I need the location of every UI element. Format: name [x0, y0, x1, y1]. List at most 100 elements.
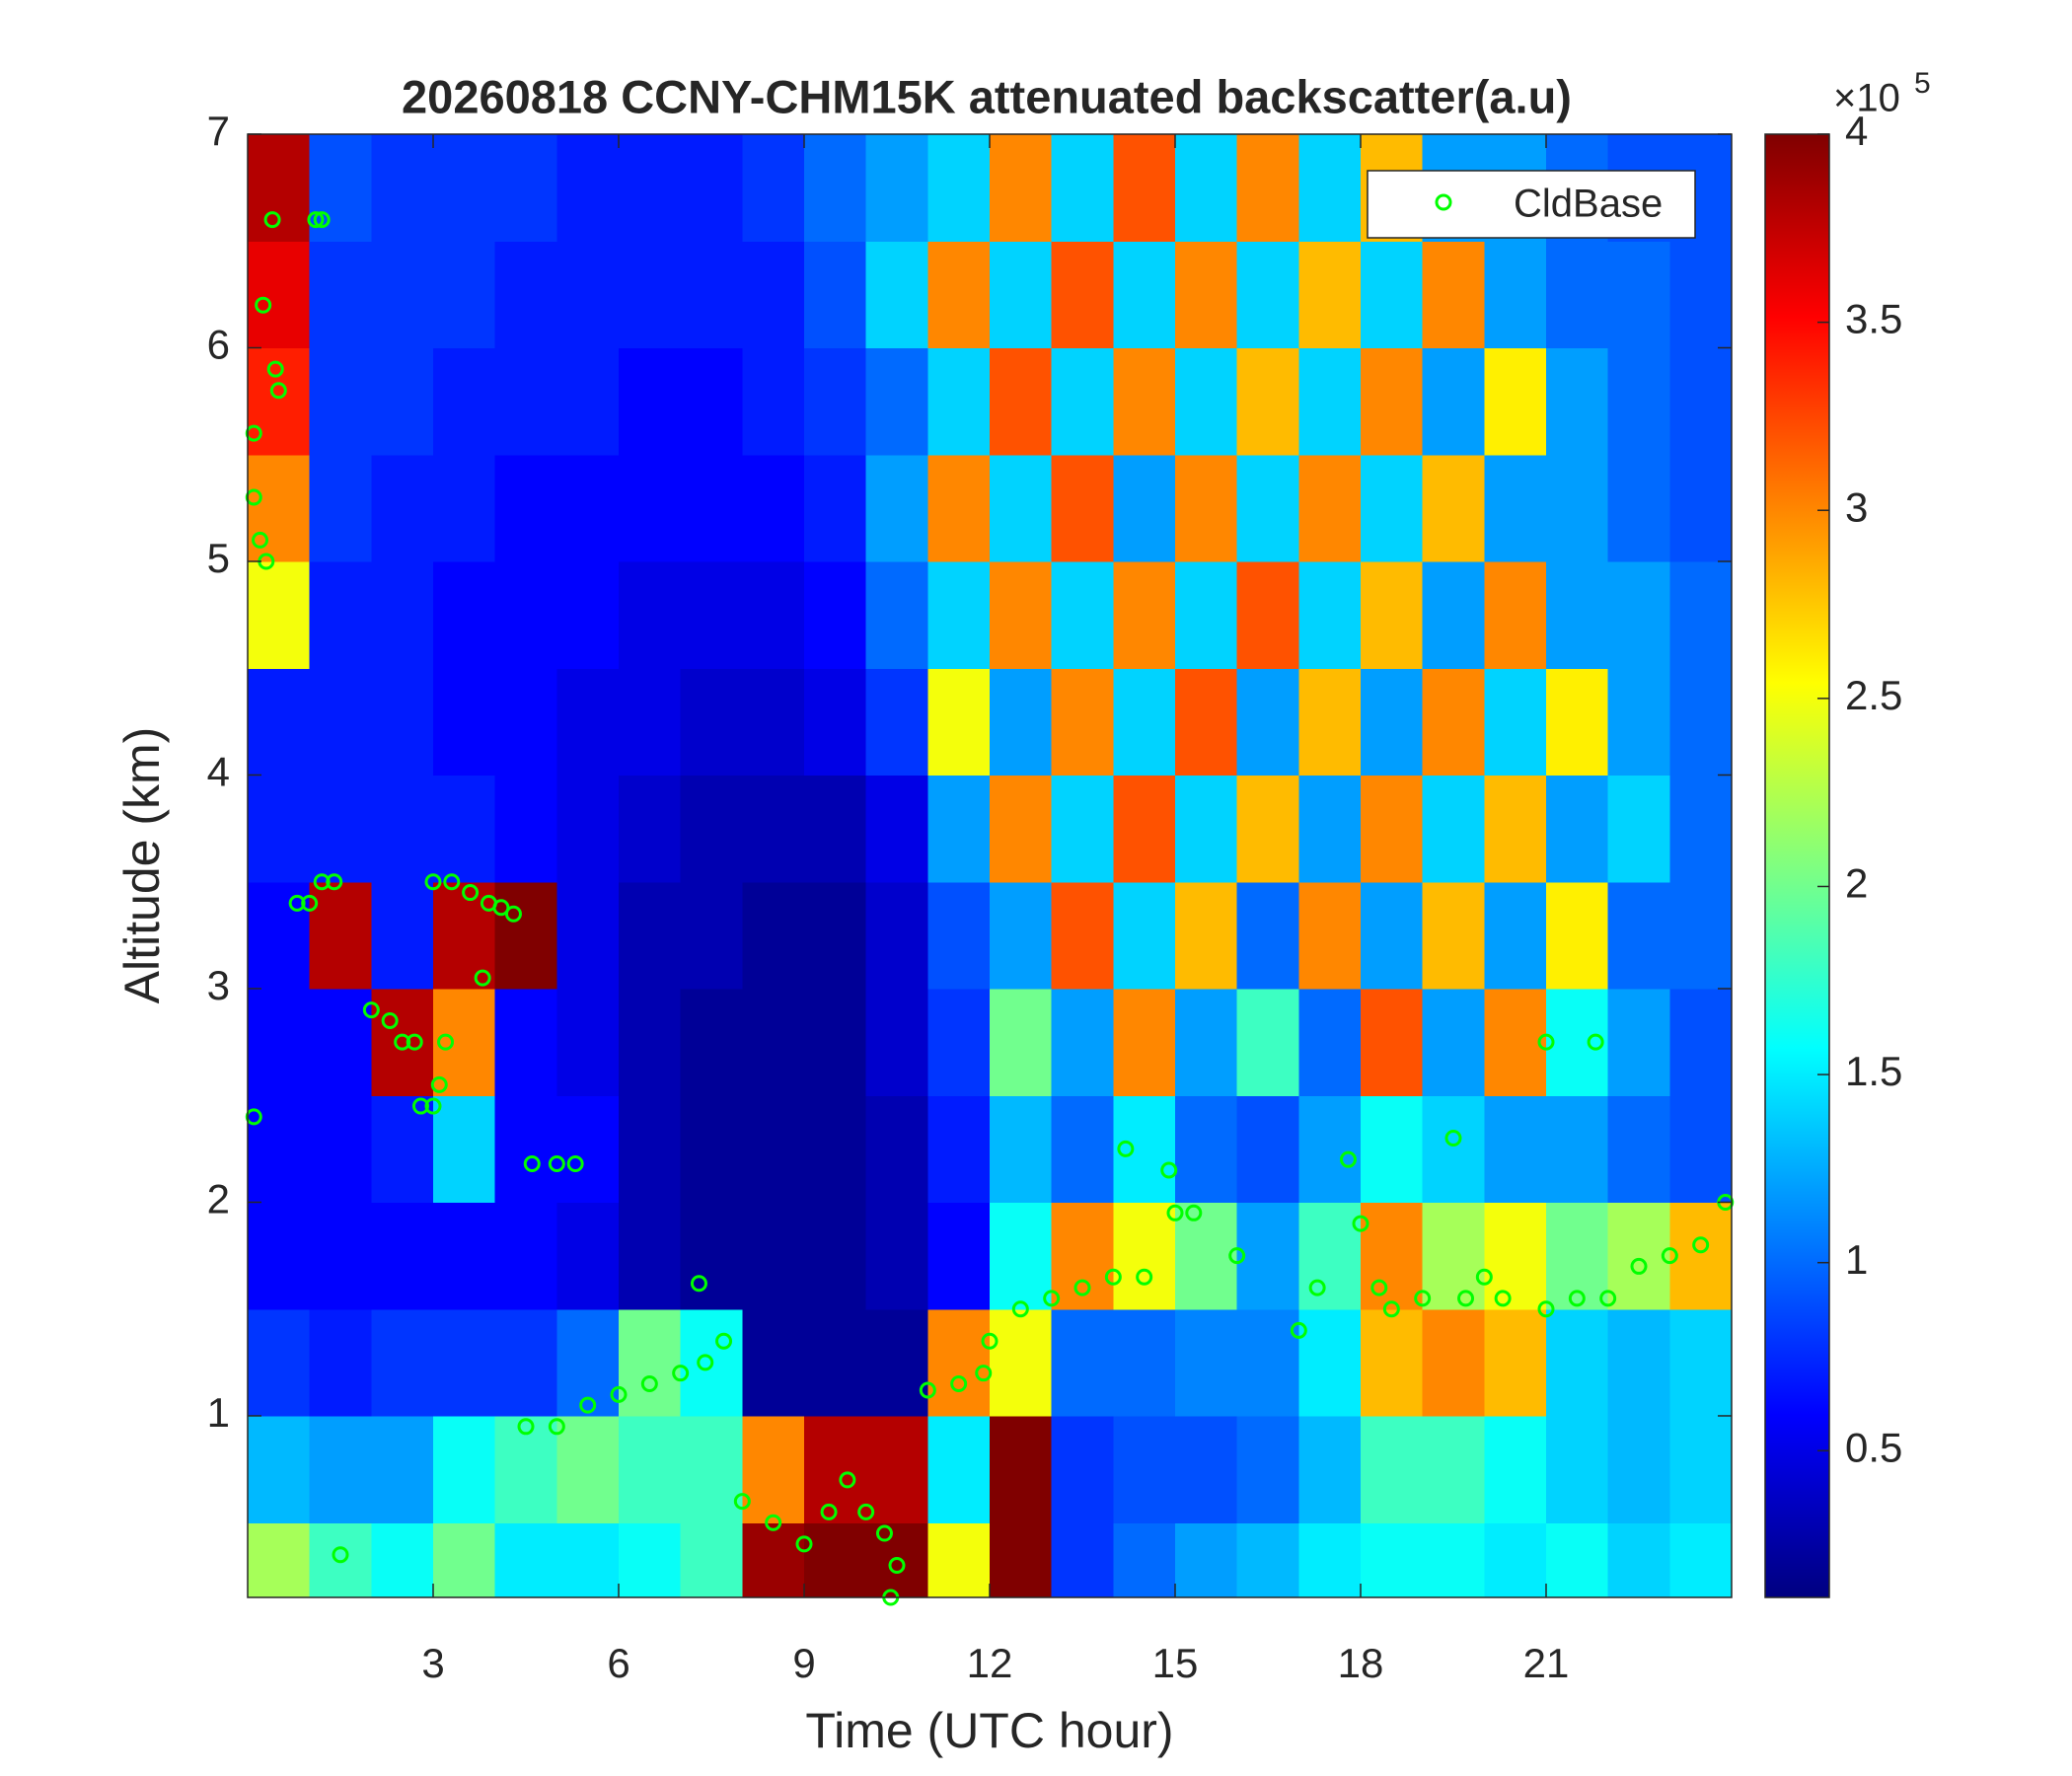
legend: CldBase: [1367, 170, 1696, 239]
cloud-base-point: [1494, 1290, 1512, 1307]
heatmap-cell: [1484, 1415, 1547, 1523]
heatmap-cell: [1361, 454, 1424, 562]
y-tick-label: 4: [207, 749, 230, 795]
y-tick-label: 2: [207, 1176, 230, 1222]
heatmap-cell: [556, 134, 620, 242]
heatmap-cell: [556, 668, 620, 777]
heatmap-cell: [371, 1308, 434, 1417]
heatmap-cell: [1051, 1308, 1114, 1417]
heatmap-cell: [556, 881, 620, 990]
heatmap-cell: [248, 560, 311, 669]
heatmap-cell: [1113, 1308, 1176, 1417]
heatmap-cell: [556, 1308, 620, 1417]
heatmap-cell: [742, 241, 805, 349]
cloud-base-point: [1692, 1236, 1710, 1254]
heatmap-cell: [1175, 134, 1238, 242]
heatmap-cell: [742, 881, 805, 990]
cloud-base-point: [1073, 1279, 1091, 1296]
heatmap-cell: [619, 1415, 682, 1523]
cloud-base-point: [1587, 1033, 1604, 1051]
heatmap-cell: [1546, 1522, 1609, 1598]
heatmap-cell: [619, 881, 682, 990]
heatmap-cell: [1113, 881, 1176, 990]
heatmap-cell: [865, 668, 928, 777]
heatmap-cell: [1422, 1522, 1485, 1598]
y-tick-label: 6: [207, 322, 230, 368]
heatmap-cell: [619, 1308, 682, 1417]
heatmap-cell: [1546, 775, 1609, 883]
heatmap-cell: [1422, 881, 1485, 990]
colorbar-tick-label: 2.5: [1845, 672, 1902, 718]
heatmap-cell: [1484, 1095, 1547, 1204]
heatmap-cell: [619, 988, 682, 1096]
heatmap-cell: [1236, 1202, 1299, 1310]
heatmap-cell: [619, 241, 682, 349]
heatmap-cell: [1236, 134, 1299, 242]
heatmap-cell: [990, 1202, 1053, 1310]
heatmap-cell: [1422, 560, 1485, 669]
heatmap-cell: [865, 1202, 928, 1310]
heatmap-cell: [371, 1522, 434, 1598]
cloud-base-point: [1457, 1290, 1475, 1307]
heatmap-cell: [556, 241, 620, 349]
cloud-base-point: [362, 1001, 380, 1019]
heatmap-cell: [309, 454, 372, 562]
heatmap-cell: [742, 1095, 805, 1204]
cloud-base-point: [857, 1503, 875, 1520]
heatmap-cell: [309, 1308, 372, 1417]
heatmap-cell: [927, 134, 991, 242]
heatmap-cell: [248, 881, 311, 990]
heatmap-cell: [309, 1095, 372, 1204]
heatmap-cell: [1298, 1415, 1362, 1523]
heatmap-cell: [556, 1522, 620, 1598]
heatmap-cell: [1669, 988, 1733, 1096]
heatmap-cell: [556, 1095, 620, 1204]
heatmap-cell: [804, 775, 867, 883]
heatmap-cell: [865, 1415, 928, 1523]
heatmap-cell: [433, 1095, 496, 1204]
heatmap-cell: [248, 1522, 311, 1598]
heatmap-cell: [1051, 668, 1114, 777]
cloud-base-point: [1414, 1290, 1432, 1307]
cloud-base-point: [697, 1354, 714, 1371]
heatmap-cell: [742, 668, 805, 777]
heatmap-cell: [433, 454, 496, 562]
colorbar: [1764, 133, 1830, 1598]
heatmap-cell: [494, 988, 557, 1096]
heatmap-cell: [494, 1095, 557, 1204]
heatmap-cell: [1236, 668, 1299, 777]
heatmap-cell: [1175, 241, 1238, 349]
heatmap-cell: [680, 241, 743, 349]
heatmap-cell: [1113, 1095, 1176, 1204]
cloud-base-point: [1185, 1204, 1203, 1221]
x-axis-label: Time (UTC hour): [805, 1703, 1173, 1758]
heatmap-cell: [1669, 1415, 1733, 1523]
cloud-base-point: [672, 1365, 690, 1382]
heatmap-cell: [1175, 1415, 1238, 1523]
heatmap-cell: [804, 1415, 867, 1523]
heatmap-cell: [990, 560, 1053, 669]
heatmap-cell: [742, 454, 805, 562]
cloud-base-point: [492, 899, 510, 917]
cloud-base-point: [1290, 1321, 1307, 1339]
heatmap-cell: [371, 668, 434, 777]
cloud-base-point: [765, 1514, 782, 1531]
cloud-base-point: [266, 360, 284, 378]
heatmap-cell: [990, 241, 1053, 349]
y-tick-label: 1: [207, 1389, 230, 1436]
cloud-base-point: [950, 1375, 968, 1393]
x-tick-label: 12: [967, 1640, 1013, 1686]
heatmap-cell: [619, 1095, 682, 1204]
heatmap-cell: [742, 560, 805, 669]
heatmap-cell: [680, 454, 743, 562]
heatmap-cell: [1484, 347, 1547, 456]
cloud-base-point: [307, 211, 325, 229]
heatmap-cell: [927, 1522, 991, 1598]
colorbar-tick-label: 0.5: [1845, 1424, 1902, 1470]
heatmap-cell: [309, 988, 372, 1096]
heatmap-cell: [1236, 881, 1299, 990]
cloud-base-point: [424, 1097, 442, 1115]
heatmap-cell: [433, 560, 496, 669]
heatmap-cell: [248, 241, 311, 349]
cloud-base-point: [1228, 1247, 1246, 1265]
